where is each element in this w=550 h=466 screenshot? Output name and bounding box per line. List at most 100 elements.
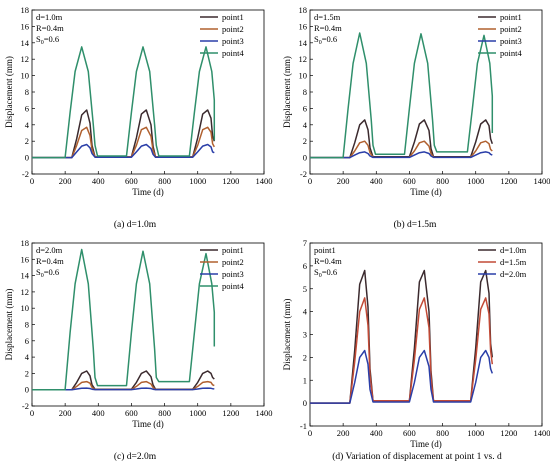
y-tick-label: 6 — [303, 103, 307, 113]
x-tick-label: 1400 — [534, 176, 550, 186]
param-label-0: d=1.5m — [314, 12, 341, 22]
y-tick-label: 16 — [21, 254, 30, 264]
series-line-point3 — [32, 143, 215, 159]
x-tick-label: 1000 — [467, 176, 484, 186]
x-tick-label: 1200 — [500, 176, 517, 186]
x-tick-label: 1200 — [222, 176, 239, 186]
y-tick-label: 0 — [303, 153, 307, 163]
x-axis-label: Time (d) — [410, 439, 441, 449]
y-tick-label: 10 — [21, 303, 30, 313]
y-tick-label: 14 — [299, 38, 308, 48]
y-tick-label: 4 — [303, 120, 308, 130]
y-axis-label: Displacement (mm) — [4, 289, 14, 361]
legend-label: d=1.5m — [500, 257, 527, 267]
series-line-point3 — [32, 387, 215, 391]
y-tick-label: 7 — [303, 238, 307, 248]
x-tick-label: 0 — [308, 428, 312, 438]
legend-label: point1 — [222, 245, 244, 255]
param-label-2: S0=0.6 — [314, 34, 337, 46]
y-tick-label: -2 — [300, 169, 307, 179]
y-tick-label: 6 — [303, 261, 307, 271]
series-line-point1 — [310, 119, 494, 159]
panel-caption: (a) d=1.0m — [114, 219, 157, 230]
y-tick-label: 18 — [21, 238, 30, 248]
param-label-2: S0=0.6 — [314, 267, 337, 279]
legend-label: point2 — [222, 257, 244, 267]
x-tick-label: 800 — [436, 428, 449, 438]
param-label-0: d=2.0m — [36, 245, 63, 255]
y-axis-label: Displacement (mm) — [4, 56, 14, 128]
series-line-point2 — [32, 126, 215, 159]
chart-panel-4: 0 200 400 600 800 1000 1200 1400-101234567Time … — [282, 238, 550, 462]
x-tick-label: 800 — [158, 176, 171, 186]
chart-panel-1: 0 200 400 600 800 1000 1200 1400-20246810121416… — [4, 5, 273, 230]
series-line-point3 — [310, 151, 493, 159]
chart-panel-2: 0 200 400 600 800 1000 1200 1400-20246810121416… — [282, 5, 550, 230]
panel-caption: (d) Variation of displacement at point 1… — [332, 451, 502, 462]
x-tick-label: 200 — [337, 428, 350, 438]
legend-label: d=1.0m — [500, 245, 527, 255]
param-label-1: R=0.4m — [314, 256, 342, 266]
legend-label: point1 — [222, 12, 244, 22]
y-tick-label: -2 — [22, 401, 29, 411]
param-label-0: point1 — [314, 245, 336, 255]
series-line-d=2.0m — [310, 349, 494, 404]
legend-label: point1 — [500, 12, 522, 22]
y-tick-label: 4 — [25, 120, 30, 130]
x-tick-label: 0 — [308, 176, 312, 186]
x-tick-label: 800 — [158, 408, 171, 418]
legend-label: point3 — [222, 269, 244, 279]
x-tick-label: 1000 — [189, 408, 206, 418]
x-tick-label: 600 — [403, 428, 416, 438]
y-tick-label: 2 — [25, 136, 29, 146]
y-tick-label: 14 — [21, 271, 30, 281]
x-tick-label: 1200 — [222, 408, 239, 418]
param-label-2: S0=0.6 — [36, 34, 59, 46]
x-tick-label: 200 — [337, 176, 350, 186]
x-axis-label: Time (d) — [410, 187, 441, 197]
y-tick-label: 10 — [299, 71, 308, 81]
plot-frame — [31, 9, 265, 175]
y-tick-label: 12 — [21, 287, 30, 297]
y-tick-label: 5 — [303, 284, 307, 294]
param-label-0: d=1.0m — [36, 12, 63, 22]
y-tick-label: 18 — [21, 5, 30, 15]
series-line-point1 — [32, 109, 216, 159]
legend-label: point2 — [500, 24, 522, 34]
param-label-1: R=0.4m — [36, 256, 64, 266]
series-line-d=1.5m — [310, 297, 494, 404]
y-tick-label: 0 — [25, 153, 29, 163]
x-tick-label: 1400 — [256, 176, 273, 186]
y-tick-label: 0 — [303, 398, 307, 408]
plot-frame — [309, 9, 543, 175]
x-axis-label: Time (d) — [132, 419, 163, 429]
series-line-point4 — [310, 32, 494, 159]
x-tick-label: 0 — [30, 408, 34, 418]
x-tick-label: 1000 — [467, 428, 484, 438]
series-line-d=1.0m — [310, 269, 494, 404]
legend-label: point3 — [500, 36, 522, 46]
y-tick-label: 14 — [21, 38, 30, 48]
legend-label: point4 — [500, 48, 522, 58]
y-tick-label: 0 — [25, 385, 29, 395]
x-tick-label: 400 — [92, 408, 105, 418]
y-axis-label: Displacement (mm) — [282, 56, 292, 128]
y-tick-label: 12 — [299, 54, 308, 64]
x-tick-label: 400 — [370, 428, 383, 438]
series-line-point2 — [310, 140, 493, 159]
x-tick-label: 400 — [92, 176, 105, 186]
legend-label: point4 — [222, 281, 244, 291]
y-tick-label: 18 — [299, 5, 308, 15]
legend-label: point3 — [222, 36, 244, 46]
x-tick-label: 200 — [59, 408, 72, 418]
legend-label: point4 — [222, 48, 244, 58]
param-label-1: R=0.4m — [314, 23, 342, 33]
x-tick-label: 1200 — [500, 428, 517, 438]
x-axis-label: Time (d) — [132, 187, 163, 197]
series-line-point1 — [32, 370, 215, 391]
legend-label: point2 — [222, 24, 244, 34]
y-tick-label: 16 — [299, 21, 308, 31]
x-tick-label: 0 — [30, 176, 34, 186]
x-tick-label: 1400 — [534, 428, 550, 438]
